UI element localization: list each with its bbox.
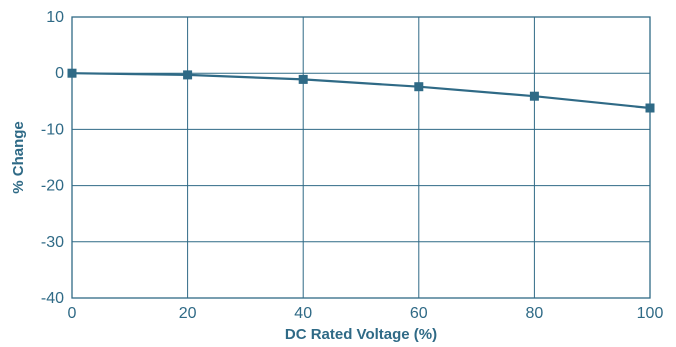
x-axis-label: DC Rated Voltage (%)	[285, 326, 437, 343]
x-tick-label: 20	[179, 305, 197, 322]
y-tick-label: 10	[46, 9, 64, 26]
data-point	[529, 91, 539, 101]
x-tick-label: 80	[526, 305, 544, 322]
y-tick-label: -10	[41, 121, 64, 138]
y-axis-label: % Change	[10, 121, 27, 194]
series-line	[71, 72, 651, 110]
data-point	[183, 70, 193, 80]
y-tick-label: -20	[41, 178, 64, 195]
x-tick-label: 40	[294, 305, 312, 322]
y-tick-label: 0	[55, 65, 64, 82]
series-layer	[67, 68, 655, 113]
y-tick-label: -30	[41, 234, 64, 251]
x-tick-label: 60	[410, 305, 428, 322]
x-tick-label: 100	[637, 305, 664, 322]
x-tick-label: 0	[68, 305, 77, 322]
data-point	[298, 74, 308, 84]
data-point	[645, 103, 655, 113]
data-point	[67, 68, 77, 78]
chart-grid	[71, 16, 651, 299]
data-point	[414, 82, 424, 92]
plot-frame	[71, 16, 651, 299]
y-tick-label: -40	[41, 290, 64, 307]
